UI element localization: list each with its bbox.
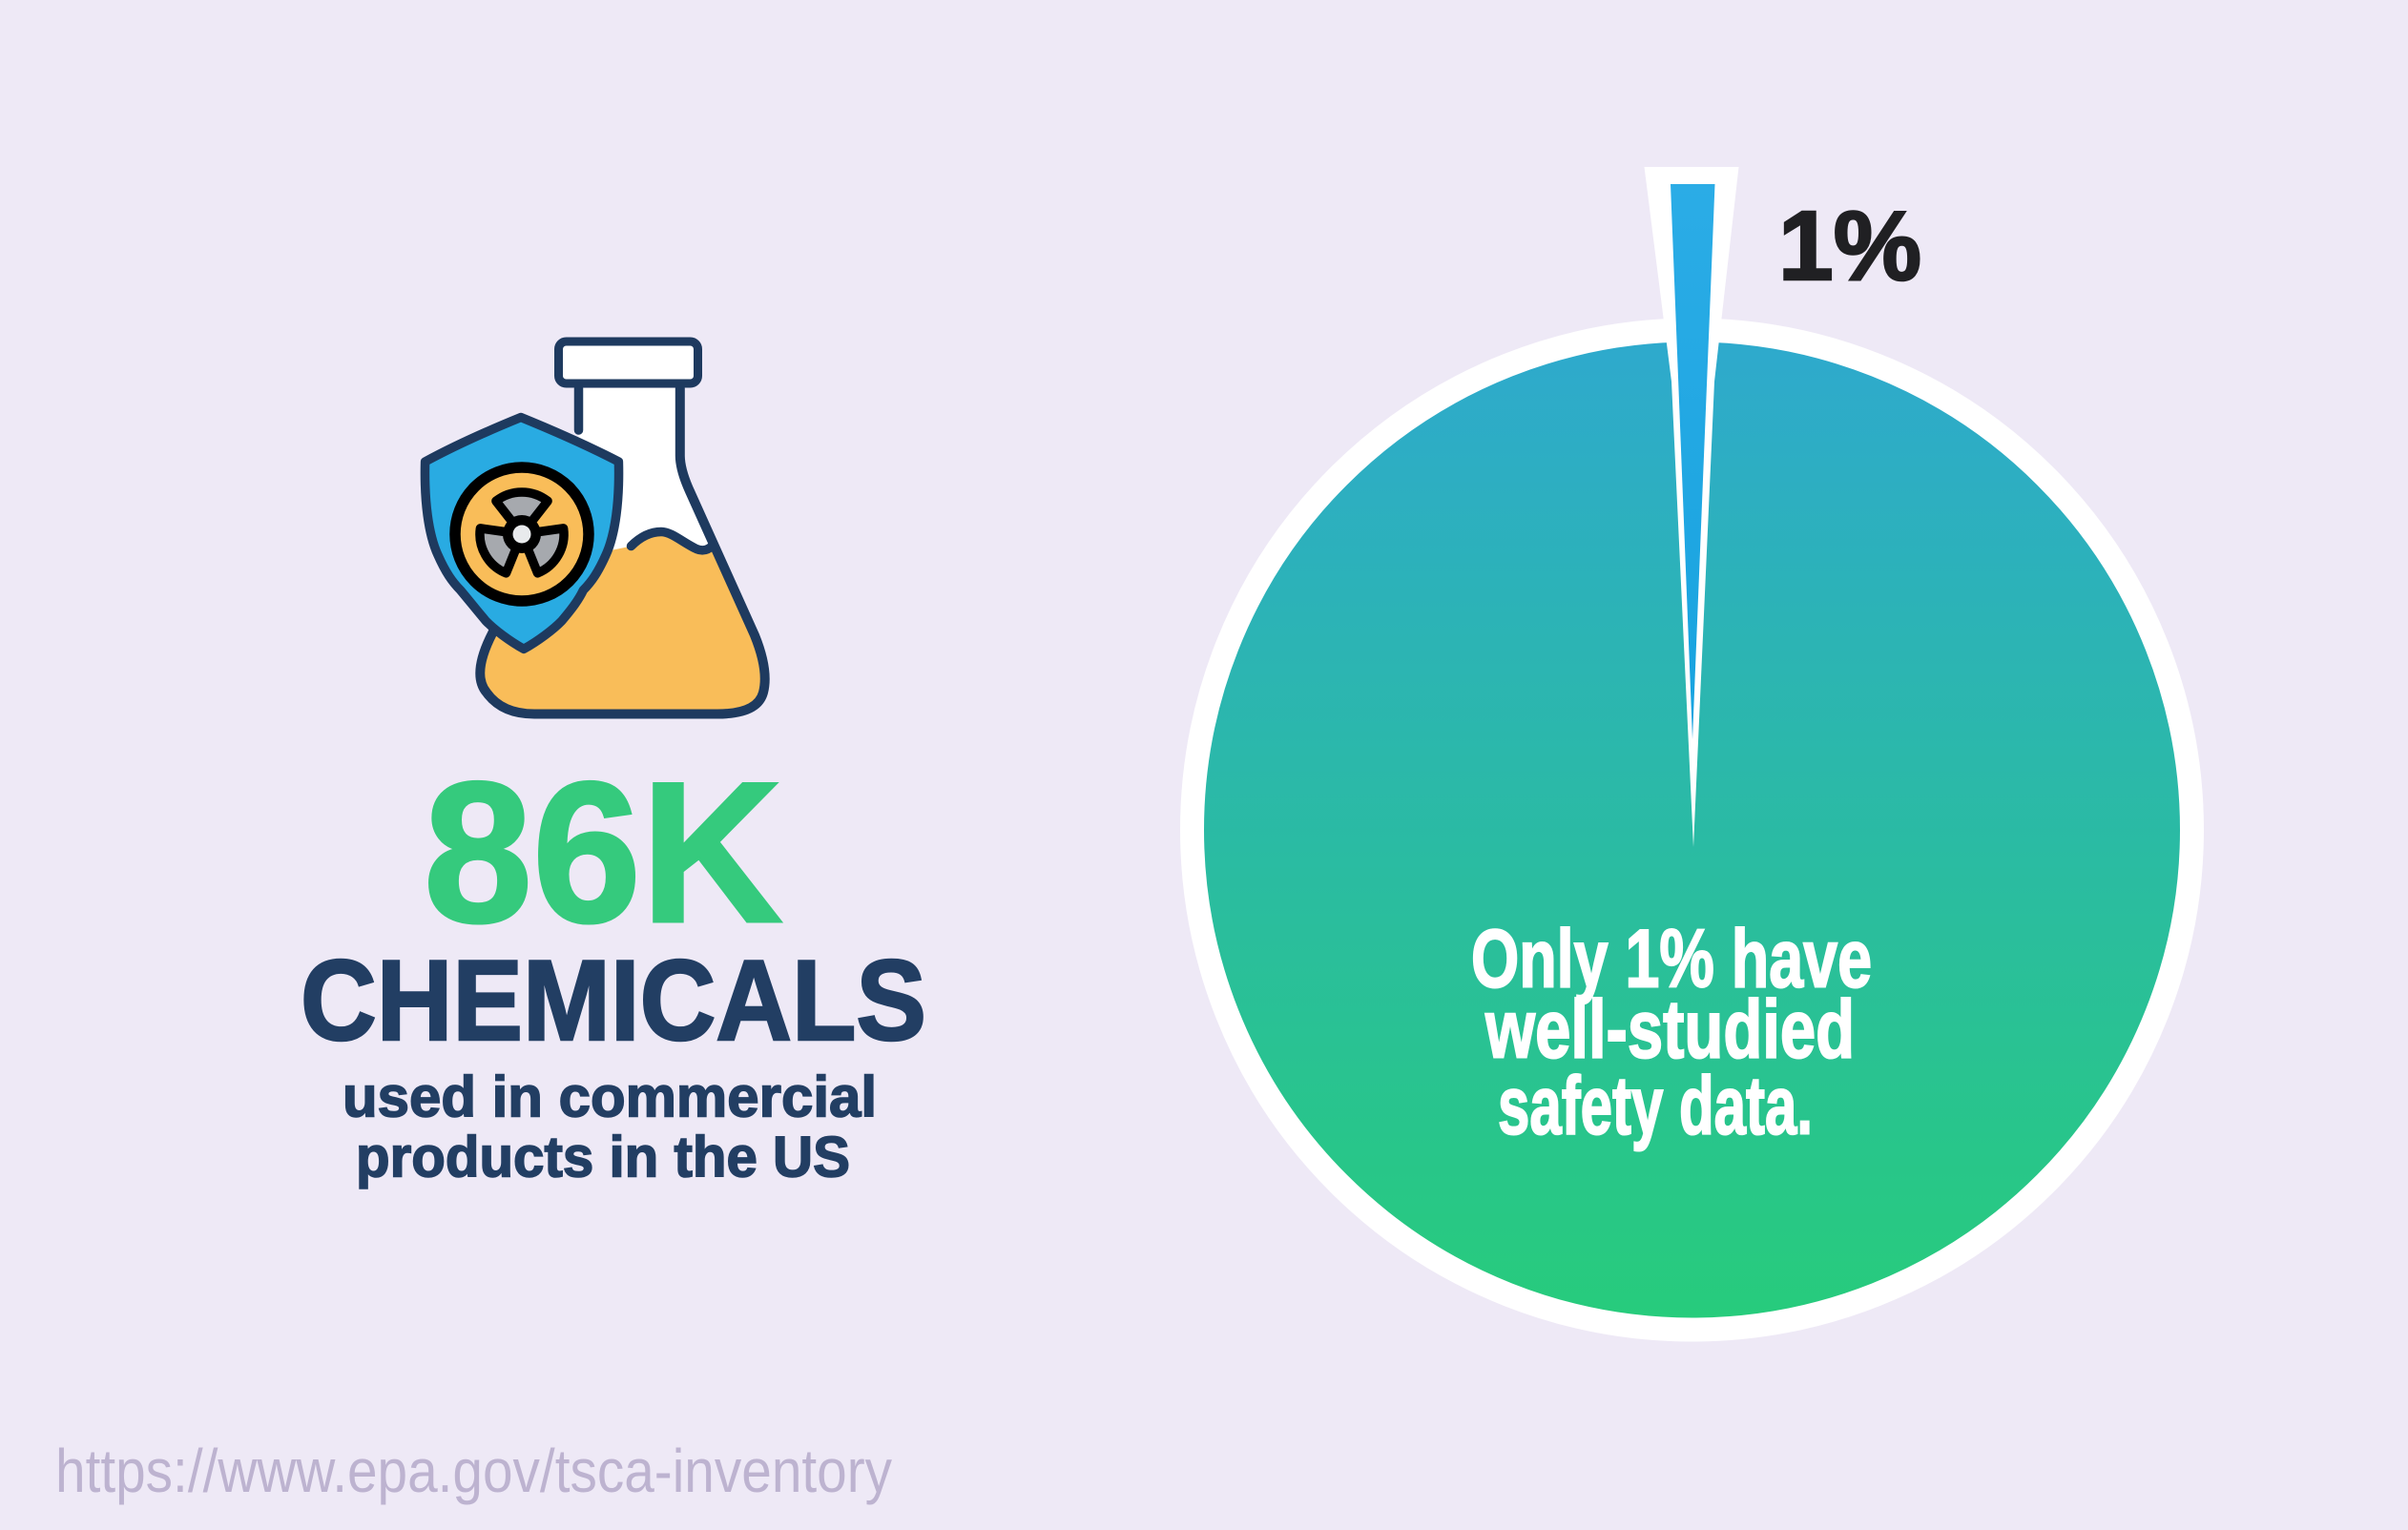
svg-text:https://www.epa.gov/tsca-inven: https://www.epa.gov/tsca-inventory xyxy=(55,1437,892,1505)
svg-text:CHEMICALS: CHEMICALS xyxy=(301,937,926,1065)
svg-text:used in commercial: used in commercial xyxy=(343,1065,877,1129)
svg-text:products in the US: products in the US xyxy=(356,1126,850,1189)
svg-text:safety data.: safety data. xyxy=(1498,1061,1813,1152)
svg-text:86K: 86K xyxy=(424,740,782,964)
svg-text:1%: 1% xyxy=(1778,191,1921,300)
svg-text:Only 1% have: Only 1% have xyxy=(1471,914,1872,1005)
svg-text:well-studied: well-studied xyxy=(1484,984,1855,1076)
